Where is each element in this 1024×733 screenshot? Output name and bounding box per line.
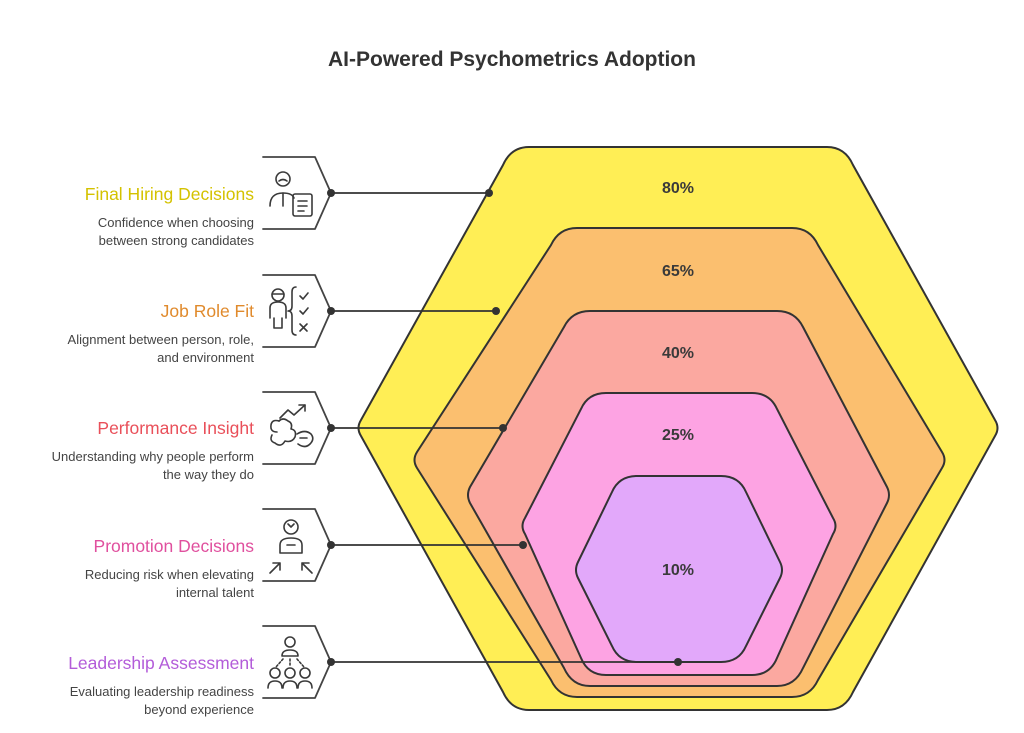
item-description: Reducing risk when elevating internal ta…	[84, 567, 254, 600]
icon-bracket-3	[262, 391, 332, 465]
hexagon-level-5	[575, 475, 783, 663]
item-title: Job Role Fit	[160, 301, 254, 321]
item-leadership-assessment: Leadership Assessment Evaluating leaders…	[68, 652, 254, 719]
item-title: Final Hiring Decisions	[84, 184, 254, 204]
item-promotion-decisions: Promotion Decisions Reducing risk when e…	[85, 535, 254, 602]
item-performance-insight: Performance Insight Understanding why pe…	[52, 417, 254, 484]
page-title: AI-Powered Psychometrics Adoption	[328, 48, 696, 71]
value-label-5: 10%	[662, 562, 694, 579]
trend-brain-icon	[270, 404, 314, 448]
icon-bracket-2	[262, 274, 332, 348]
value-label-2: 65%	[662, 263, 694, 280]
person-checklist-icon	[269, 286, 309, 336]
item-description: Understanding why people perform the way…	[51, 449, 254, 482]
item-description: Confidence when choosing between strong …	[97, 215, 254, 248]
item-description: Evaluating leadership readiness beyond e…	[69, 684, 254, 717]
item-description: Alignment between person, role, and envi…	[67, 332, 254, 365]
item-title: Promotion Decisions	[93, 536, 254, 556]
candidate-document-icon	[269, 171, 313, 217]
icon-bracket-1	[262, 156, 332, 230]
item-final-hiring: Final Hiring Decisions Confidence when c…	[85, 183, 254, 250]
value-label-1: 80%	[662, 180, 694, 197]
team-leader-icon	[267, 636, 313, 689]
value-label-4: 25%	[662, 427, 694, 444]
item-title: Leadership Assessment	[68, 653, 254, 673]
item-title: Performance Insight	[97, 418, 254, 438]
promotion-person-icon	[269, 519, 313, 574]
item-job-role-fit: Job Role Fit Alignment between person, r…	[68, 300, 254, 367]
value-label-3: 40%	[662, 345, 694, 362]
